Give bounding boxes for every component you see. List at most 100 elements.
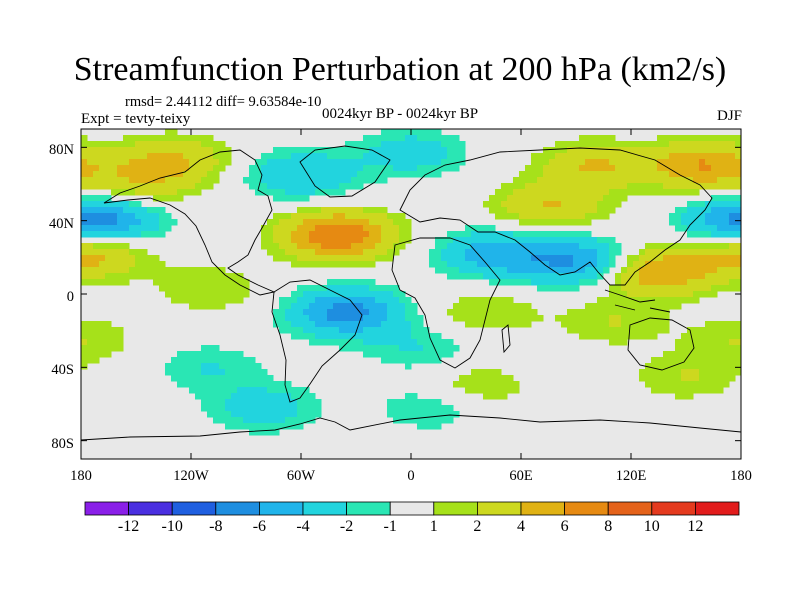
contour-cell (273, 387, 280, 394)
contour-cell (723, 201, 730, 208)
contour-cell (309, 297, 316, 304)
contour-cell (597, 309, 604, 316)
contour-cell (345, 285, 352, 292)
contour-cell (663, 309, 670, 316)
contour-cell (309, 213, 316, 220)
contour-cell (405, 237, 412, 244)
contour-cell (387, 255, 394, 262)
contour-cell (183, 183, 190, 190)
contour-cell (309, 333, 316, 340)
contour-cell (369, 309, 376, 316)
contour-cell (639, 261, 646, 268)
contour-cell (447, 147, 454, 154)
contour-cell (591, 159, 598, 166)
contour-cell (87, 165, 94, 172)
contour-cell (645, 363, 652, 370)
contour-cell (81, 177, 88, 184)
contour-cell (153, 225, 160, 232)
contour-cell (333, 261, 340, 268)
contour-cell (111, 327, 118, 334)
contour-cell (351, 147, 358, 154)
contour-cell (495, 381, 502, 388)
contour-cell (687, 171, 694, 178)
contour-cell (237, 411, 244, 418)
season-label: DJF (716, 108, 742, 124)
contour-cell (729, 261, 736, 268)
contour-cell (591, 267, 598, 274)
contour-cell (207, 411, 214, 418)
contour-cell (303, 417, 310, 424)
colorbar-swatch (389, 501, 435, 516)
contour-cell (117, 201, 124, 208)
contour-cell (657, 147, 664, 154)
contour-cell (483, 321, 490, 328)
contour-cell (297, 183, 304, 190)
contour-cell (735, 333, 741, 340)
contour-cell (327, 279, 334, 286)
colorbar-swatch (215, 501, 260, 516)
contour-cell (501, 249, 508, 256)
contour-cell (399, 135, 406, 142)
contour-cell (561, 195, 568, 202)
contour-cell (591, 213, 598, 220)
contour-cell (339, 189, 346, 196)
contour-cell (519, 273, 526, 280)
contour-cell (417, 327, 424, 334)
contour-cell (387, 171, 394, 178)
contour-cell (723, 207, 730, 214)
contour-cell (459, 237, 466, 244)
contour-cell (321, 147, 328, 154)
contour-cell (219, 273, 226, 280)
contour-cell (99, 255, 106, 262)
contour-cell (663, 285, 670, 292)
contour-cell (681, 159, 688, 166)
contour-cell (393, 165, 400, 172)
contour-cell (231, 417, 238, 424)
contour-cell (81, 321, 88, 328)
contour-cell (723, 243, 730, 250)
contour-cell (549, 201, 556, 208)
contour-cell (585, 321, 592, 328)
contour-cell (297, 333, 304, 340)
contour-cell (369, 339, 376, 346)
contour-cell (555, 213, 562, 220)
contour-cell (195, 165, 202, 172)
colorbar-label: -2 (339, 518, 354, 535)
contour-cell (189, 363, 196, 370)
contour-cell (459, 375, 466, 382)
contour-cell (333, 297, 340, 304)
contour-cell (423, 159, 430, 166)
contour-cell (663, 183, 670, 190)
contour-cell (339, 303, 346, 310)
contour-cell (609, 141, 616, 148)
contour-cell (393, 333, 400, 340)
contour-cell (735, 171, 741, 178)
contour-cell (735, 201, 741, 208)
contour-cell (93, 213, 100, 220)
contour-cell (543, 279, 550, 286)
colorbar-label: -8 (209, 518, 223, 535)
contour-cell (645, 291, 652, 298)
contour-cell (513, 261, 520, 268)
contour-cell (375, 333, 382, 340)
colorbar-swatch (128, 501, 173, 516)
contour-cell (681, 207, 688, 214)
contour-cell (531, 315, 538, 322)
contour-cell (279, 405, 286, 412)
contour-cell (729, 177, 736, 184)
contour-cell (117, 273, 124, 280)
contour-cell (729, 249, 736, 256)
contour-cell (321, 291, 328, 298)
contour-cell (675, 255, 682, 262)
contour-cell (429, 357, 436, 364)
contour-cell (549, 147, 556, 154)
contour-cell (453, 381, 460, 388)
contour-cell (237, 279, 244, 286)
contour-cell (429, 165, 436, 172)
contour-cell (393, 411, 400, 418)
contour-cell (657, 327, 664, 334)
contour-cell (435, 357, 442, 364)
contour-cell (393, 249, 400, 256)
contour-cell (711, 357, 718, 364)
contour-cell (297, 261, 304, 268)
